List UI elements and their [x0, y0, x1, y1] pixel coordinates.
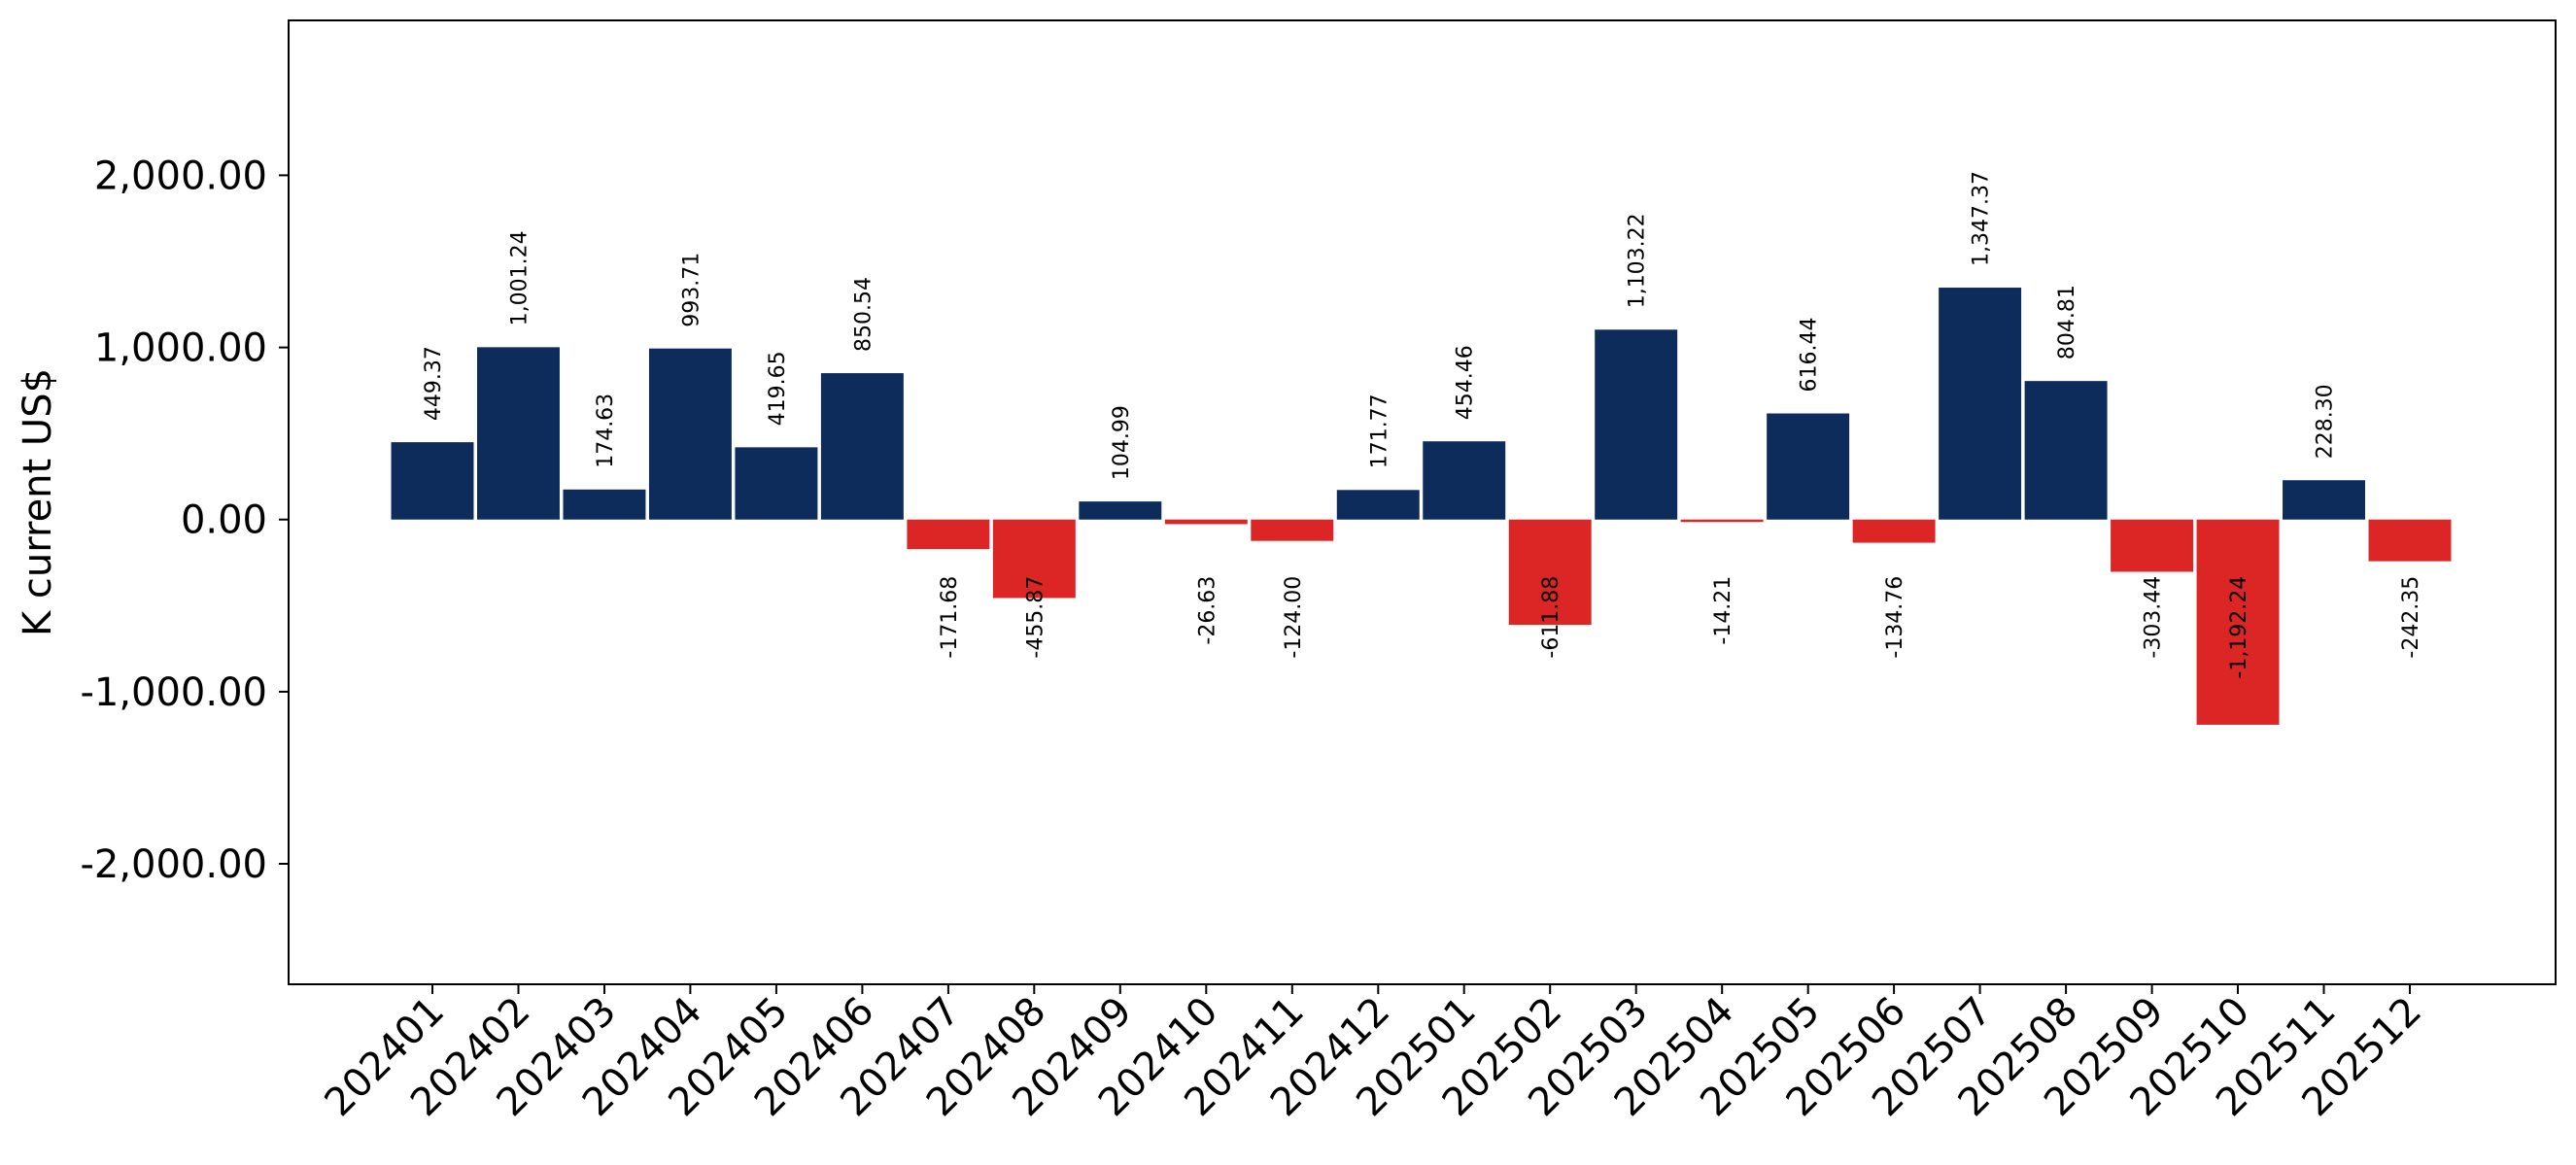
y-axis-label: K current US$ [16, 368, 60, 636]
bar-labels-group: 449.37 1,001.24 174.63 993.71 419.65 850.54 -1… [422, 171, 2423, 679]
bar-value-label-202412: 171.77 [1367, 394, 1391, 468]
bar-202407 [907, 519, 990, 550]
bar-value-label-202502: -611.88 [1539, 576, 1563, 659]
x-axis-ticks: 2024012024022024032024042024052024062024… [317, 984, 2430, 1125]
y-tick-label: -1,000.00 [80, 670, 267, 715]
bar-value-label-202507: 1,347.37 [1970, 171, 1994, 266]
bar-202511 [2283, 480, 2365, 520]
plot-frame [288, 19, 2557, 985]
bar-value-label-202406: 850.54 [851, 277, 876, 352]
bar-202405 [735, 447, 818, 520]
bar-202411 [1251, 519, 1334, 541]
bar-202512 [2368, 519, 2452, 562]
bar-value-label-202405: 419.65 [766, 351, 790, 426]
bar-value-label-202411: -124.00 [1282, 576, 1306, 659]
y-axis-ticks: -2,000.00 -1,000.00 0.00 1,000.00 2,000.00 [80, 154, 289, 887]
bar-value-label-202410: -26.63 [1195, 576, 1219, 645]
y-tick-label: 2,000.00 [94, 154, 267, 198]
y-tick-label: -2,000.00 [80, 842, 267, 887]
bar-value-label-202505: 616.44 [1798, 318, 1822, 393]
bar-202410 [1164, 519, 1248, 525]
bar-202501 [1423, 441, 1506, 520]
bar-value-label-202511: 228.30 [2314, 384, 2338, 459]
bar-202509 [2111, 519, 2194, 572]
bar-202406 [820, 373, 904, 520]
bar-value-label-202508: 804.81 [2055, 285, 2079, 360]
bar-202506 [1852, 519, 1936, 543]
bar-value-label-202503: 1,103.22 [1626, 213, 1650, 308]
bar-value-label-202504: -14.21 [1711, 576, 1735, 645]
bar-value-label-202407: -171.68 [938, 576, 962, 659]
bar-202503 [1595, 329, 1678, 520]
bar-202403 [563, 489, 646, 520]
bar-202402 [477, 347, 560, 520]
bar-202409 [1079, 501, 1162, 520]
bar-202510 [2196, 519, 2280, 725]
bar-value-label-202506: -134.76 [1883, 576, 1907, 659]
bar-202507 [1939, 288, 2022, 520]
bar-value-label-202408: -455.87 [1023, 576, 1048, 659]
bar-value-label-202409: 104.99 [1110, 405, 1134, 480]
bar-value-label-202403: 174.63 [594, 394, 618, 468]
bar-202412 [1336, 490, 1420, 520]
y-tick-label: 0.00 [181, 498, 267, 543]
bar-value-label-202402: 1,001.24 [508, 230, 532, 326]
bar-202401 [391, 442, 474, 520]
bar-value-label-202401: 449.37 [422, 346, 446, 421]
bar-value-label-202404: 993.71 [679, 253, 704, 327]
bar-value-label-202512: -242.35 [2399, 576, 2423, 659]
bar-202404 [648, 348, 732, 520]
bar-202505 [1767, 413, 1850, 520]
bar-value-label-202509: -303.44 [2142, 576, 2166, 659]
bar-202504 [1680, 519, 1764, 523]
bar-202408 [992, 519, 1076, 599]
bars-group [391, 288, 2452, 725]
bar-value-label-202510: -1,192.24 [2227, 576, 2251, 679]
bar-202502 [1508, 519, 1592, 626]
y-tick-label: 1,000.00 [94, 326, 267, 371]
bar-202508 [2024, 381, 2108, 520]
bar-value-label-202501: 454.46 [1454, 345, 1478, 420]
